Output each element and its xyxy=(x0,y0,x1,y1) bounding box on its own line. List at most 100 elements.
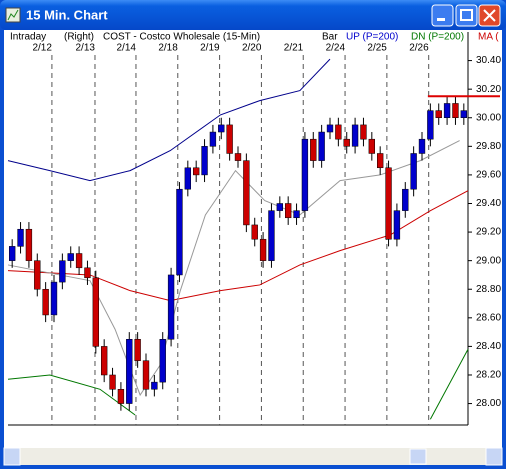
indicator-line xyxy=(7,190,469,302)
chart-area xyxy=(4,30,502,465)
scrollbar[interactable] xyxy=(4,448,502,465)
body xyxy=(25,228,33,261)
body xyxy=(59,260,66,283)
body xyxy=(251,224,258,240)
x-tick-label: 2/25 xyxy=(367,43,387,54)
indicator-line xyxy=(7,349,469,420)
body xyxy=(126,339,133,404)
body xyxy=(226,124,233,154)
x-tick-label: 2/14 xyxy=(116,43,136,54)
header-up: UP (P=200) xyxy=(346,32,398,43)
y-tick-label: 30.20 xyxy=(476,84,501,95)
indicator-line xyxy=(7,58,331,182)
body xyxy=(326,124,334,133)
body xyxy=(234,153,242,161)
body xyxy=(435,110,442,118)
y-tick-label: 29.60 xyxy=(476,170,501,181)
body xyxy=(418,138,426,154)
y-tick-label: 28.20 xyxy=(476,370,501,381)
body xyxy=(310,138,317,161)
x-tick-label: 2/21 xyxy=(284,43,304,54)
body xyxy=(50,281,58,316)
body xyxy=(385,167,392,240)
body xyxy=(34,260,41,290)
window-icon xyxy=(5,7,21,23)
scroll-left[interactable] xyxy=(3,447,21,466)
body xyxy=(218,124,225,133)
x-tick-label: 2/24 xyxy=(326,43,346,54)
x-tick-label: 2/13 xyxy=(76,43,96,54)
body xyxy=(360,124,367,140)
body xyxy=(402,188,409,211)
title-bar xyxy=(0,0,506,30)
body xyxy=(9,246,16,261)
body xyxy=(75,253,83,269)
body xyxy=(193,167,200,176)
body xyxy=(276,203,283,211)
header-mode: Intraday xyxy=(10,32,46,43)
body xyxy=(368,138,375,154)
x-tick-label: 2/19 xyxy=(200,43,220,54)
body xyxy=(159,339,166,383)
body xyxy=(268,210,275,261)
body xyxy=(176,188,183,276)
header-style: Bar xyxy=(322,32,338,43)
scroll-right[interactable] xyxy=(485,447,503,466)
body xyxy=(101,346,108,376)
minimize-button[interactable] xyxy=(431,4,454,27)
body xyxy=(259,238,267,261)
y-tick-label: 29.20 xyxy=(476,227,501,238)
scroll-thumb[interactable] xyxy=(409,448,427,465)
body xyxy=(142,360,150,390)
header-side: (Right) xyxy=(64,32,94,43)
maximize-button[interactable] xyxy=(455,4,478,27)
body xyxy=(151,381,158,390)
body xyxy=(285,203,292,219)
body xyxy=(67,253,74,261)
body xyxy=(301,138,309,211)
y-tick-label: 28.40 xyxy=(476,341,501,352)
body xyxy=(201,146,208,176)
y-tick-label: 28.60 xyxy=(476,312,501,323)
y-tick-label: 29.40 xyxy=(476,198,501,209)
body xyxy=(167,274,175,340)
x-tick-label: 2/20 xyxy=(242,43,262,54)
body xyxy=(42,288,49,316)
header-dn: DN (P=200) xyxy=(411,32,464,43)
body xyxy=(17,228,24,247)
body xyxy=(117,389,125,404)
body xyxy=(109,374,116,390)
body xyxy=(427,110,434,140)
body xyxy=(410,153,417,190)
header-symbol: COST - Costco Wholesale (15-Min) xyxy=(103,32,260,43)
body xyxy=(184,167,191,190)
x-tick-label: 2/18 xyxy=(158,43,178,54)
body xyxy=(351,124,359,147)
body xyxy=(443,103,451,118)
window-title: 15 Min. Chart xyxy=(26,7,108,22)
body xyxy=(134,339,141,361)
y-tick-label: 29.00 xyxy=(476,255,501,266)
body xyxy=(393,210,401,240)
x-tick-label: 2/26 xyxy=(409,43,429,54)
body xyxy=(84,267,91,279)
y-tick-label: 30.00 xyxy=(476,112,501,123)
close-button[interactable] xyxy=(478,4,501,27)
y-tick-label: 28.80 xyxy=(476,284,501,295)
body xyxy=(452,103,459,118)
body xyxy=(460,110,467,118)
body xyxy=(209,131,217,147)
y-tick-label: 28.00 xyxy=(476,398,501,409)
body xyxy=(92,277,99,347)
header-ma: MA ( xyxy=(478,32,499,43)
body xyxy=(343,138,350,147)
x-tick-label: 2/12 xyxy=(32,43,52,54)
body xyxy=(377,153,384,169)
body xyxy=(335,124,342,140)
body xyxy=(293,210,300,219)
body xyxy=(318,131,325,161)
y-tick-label: 30.40 xyxy=(476,55,501,66)
body xyxy=(243,160,250,226)
